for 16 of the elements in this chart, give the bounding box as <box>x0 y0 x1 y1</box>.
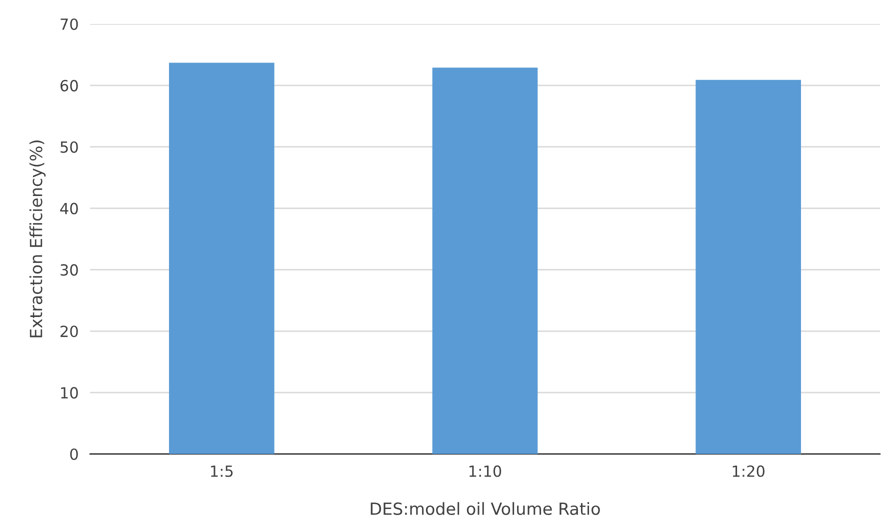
bar <box>696 80 801 454</box>
x-tick-label: 1:5 <box>211 466 233 477</box>
y-tick-label: 20 <box>60 326 78 338</box>
y-tick-label: 70 <box>60 18 78 30</box>
x-tick-label: 1:10 <box>470 465 502 477</box>
bar <box>432 68 538 454</box>
y-tick-label: 60 <box>60 80 78 92</box>
y-tick-label: 40 <box>60 202 78 214</box>
y-tick-label: 30 <box>60 264 78 276</box>
y-tick-label: 10 <box>61 387 78 399</box>
x-axis-title: DES:model oil Volume Ratio <box>370 502 600 516</box>
x-tick-label: 1:20 <box>732 465 764 477</box>
y-tick-label: 50 <box>60 141 78 153</box>
y-axis-title: Extraction Efficiency(%) <box>29 140 46 338</box>
bar <box>169 62 274 454</box>
y-tick-label: 0 <box>70 448 78 460</box>
